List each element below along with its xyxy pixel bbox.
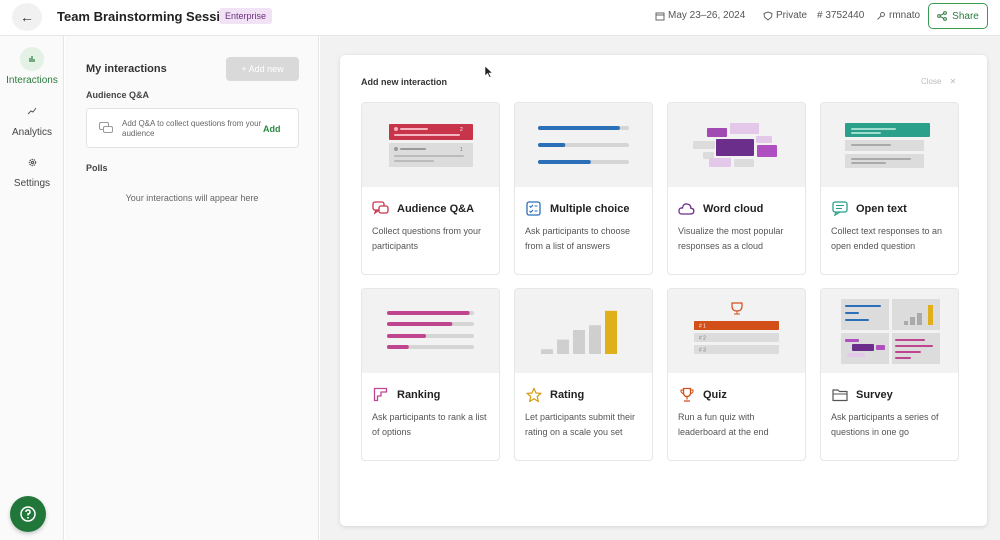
ranking-icon <box>372 386 389 403</box>
calendar-icon <box>655 12 665 20</box>
card-title: Word cloud <box>703 202 764 215</box>
close-icon: ✕ <box>949 77 957 86</box>
card-title: Open text <box>856 202 907 215</box>
qa-vote-2: 1 <box>460 147 463 153</box>
arrow-left-icon: ← <box>20 9 34 25</box>
plan-badge: Enterprise <box>219 8 273 24</box>
back-button[interactable]: ← <box>12 3 42 31</box>
message-icon <box>831 200 848 217</box>
card-preview <box>821 289 958 373</box>
card-open-text[interactable]: Open text Collect text responses to an o… <box>820 102 959 275</box>
card-ranking[interactable]: Ranking Ask participants to rank a list … <box>361 288 500 461</box>
card-preview <box>821 103 958 187</box>
card-description: Visualize the most popular responses as … <box>678 226 784 251</box>
share-button[interactable]: Share <box>928 3 988 29</box>
key-icon <box>877 11 885 20</box>
qa-prompt-text: Add Q&A to collect questions from your a… <box>122 119 262 138</box>
qa-section-label: Audience Q&A <box>86 90 150 100</box>
quiz-rank-2: # 2 <box>699 336 706 342</box>
gear-icon <box>20 150 44 174</box>
card-description: Ask participants a series of questions i… <box>831 412 939 437</box>
card-description: Run a fun quiz with leaderboard at the e… <box>678 412 769 437</box>
rank-bar-3 <box>387 334 427 338</box>
interactions-panel: My interactions + Add new Audience Q&A A… <box>65 36 319 540</box>
card-preview <box>515 103 652 187</box>
quiz-rank-3: # 3 <box>699 348 706 354</box>
add-interaction-dialog: Add new interaction Close ✕ 2 1 <box>340 55 987 526</box>
add-new-button[interactable]: + Add new <box>226 57 299 81</box>
rail-item-settings[interactable]: Settings <box>0 150 64 189</box>
card-title: Quiz <box>703 388 727 401</box>
card-audience-qa[interactable]: 2 1 Audience Q&A Collect questions from … <box>361 102 500 275</box>
top-bar: ← Team Brainstorming Session Enterprise … <box>0 0 1000 36</box>
card-multiple-choice[interactable]: Multiple choice Ask participants to choo… <box>514 102 653 275</box>
mouse-cursor-icon <box>485 66 493 78</box>
rail-item-analytics[interactable]: Analytics <box>0 99 64 138</box>
rating-bar <box>557 339 569 354</box>
page-title: Team Brainstorming Session <box>57 9 236 24</box>
panel-title: My interactions <box>86 63 167 75</box>
card-title: Ranking <box>397 388 441 401</box>
card-survey[interactable]: Survey Ask participants a series of ques… <box>820 288 959 461</box>
add-qa-button[interactable]: Add <box>263 124 281 134</box>
card-preview: # 1 # 2 # 3 <box>668 289 805 373</box>
rank-bar-1 <box>387 311 470 315</box>
dialog-title: Add new interaction <box>361 77 448 87</box>
card-title: Multiple choice <box>550 202 630 215</box>
qa-prompt-box: Add Q&A to collect questions from your a… <box>86 108 299 148</box>
card-preview <box>515 289 652 373</box>
checklist-icon <box>525 200 542 217</box>
close-button[interactable]: Close ✕ <box>921 77 957 86</box>
mc-bar-2 <box>538 143 566 147</box>
card-quiz[interactable]: # 1 # 2 # 3 Quiz Run a fun quiz with lea… <box>667 288 806 461</box>
event-code[interactable]: # 3752440 <box>817 10 865 21</box>
rating-bar <box>541 349 553 354</box>
mc-bar-3 <box>538 160 591 164</box>
card-description: Ask participants to choose from a list o… <box>525 226 631 251</box>
card-description: Let participants submit their rating on … <box>525 412 636 437</box>
qa-vote-1: 2 <box>460 127 463 133</box>
quiz-rank-1: # 1 <box>699 324 706 330</box>
chat-bubbles-icon <box>99 122 113 133</box>
share-icon <box>937 11 948 21</box>
rank-bar-4 <box>387 345 409 349</box>
rating-bar <box>573 330 585 354</box>
folder-icon <box>831 386 848 403</box>
cloud-icon <box>678 200 695 217</box>
trophy-icon <box>678 386 695 403</box>
card-title: Rating <box>550 388 585 401</box>
card-title: Audience Q&A <box>397 202 475 215</box>
empty-state-text: Your interactions will appear here <box>125 193 259 203</box>
card-description: Collect questions from your participants <box>372 226 482 251</box>
bar-chart-icon <box>20 47 44 71</box>
card-word-cloud[interactable]: Word cloud Visualize the most popular re… <box>667 102 806 275</box>
polls-section-label: Polls <box>86 163 108 173</box>
rating-bar <box>605 310 617 354</box>
help-icon <box>20 506 36 522</box>
card-title: Survey <box>856 388 893 401</box>
rating-bar <box>589 325 601 354</box>
chat-bubbles-icon <box>372 200 389 217</box>
help-button[interactable] <box>10 496 46 532</box>
card-rating[interactable]: Rating Let participants submit their rat… <box>514 288 653 461</box>
event-dates[interactable]: May 23–26, 2024 <box>655 10 745 21</box>
card-preview <box>362 289 499 373</box>
trend-up-icon <box>20 99 44 123</box>
rail-item-interactions[interactable]: Interactions <box>0 47 64 86</box>
card-preview <box>668 103 805 187</box>
card-description: Ask participants to rank a list of optio… <box>372 412 487 437</box>
rank-bar-2 <box>387 322 453 326</box>
privacy-setting[interactable]: Private <box>763 10 807 21</box>
card-preview: 2 1 <box>362 103 499 187</box>
card-description: Collect text responses to an open ended … <box>831 226 943 251</box>
shield-icon <box>763 10 773 21</box>
mc-bar-1 <box>538 126 620 130</box>
star-icon <box>525 386 542 403</box>
owner-link[interactable]: rmnato <box>876 10 920 21</box>
left-rail: Interactions Analytics Settings <box>0 36 64 540</box>
